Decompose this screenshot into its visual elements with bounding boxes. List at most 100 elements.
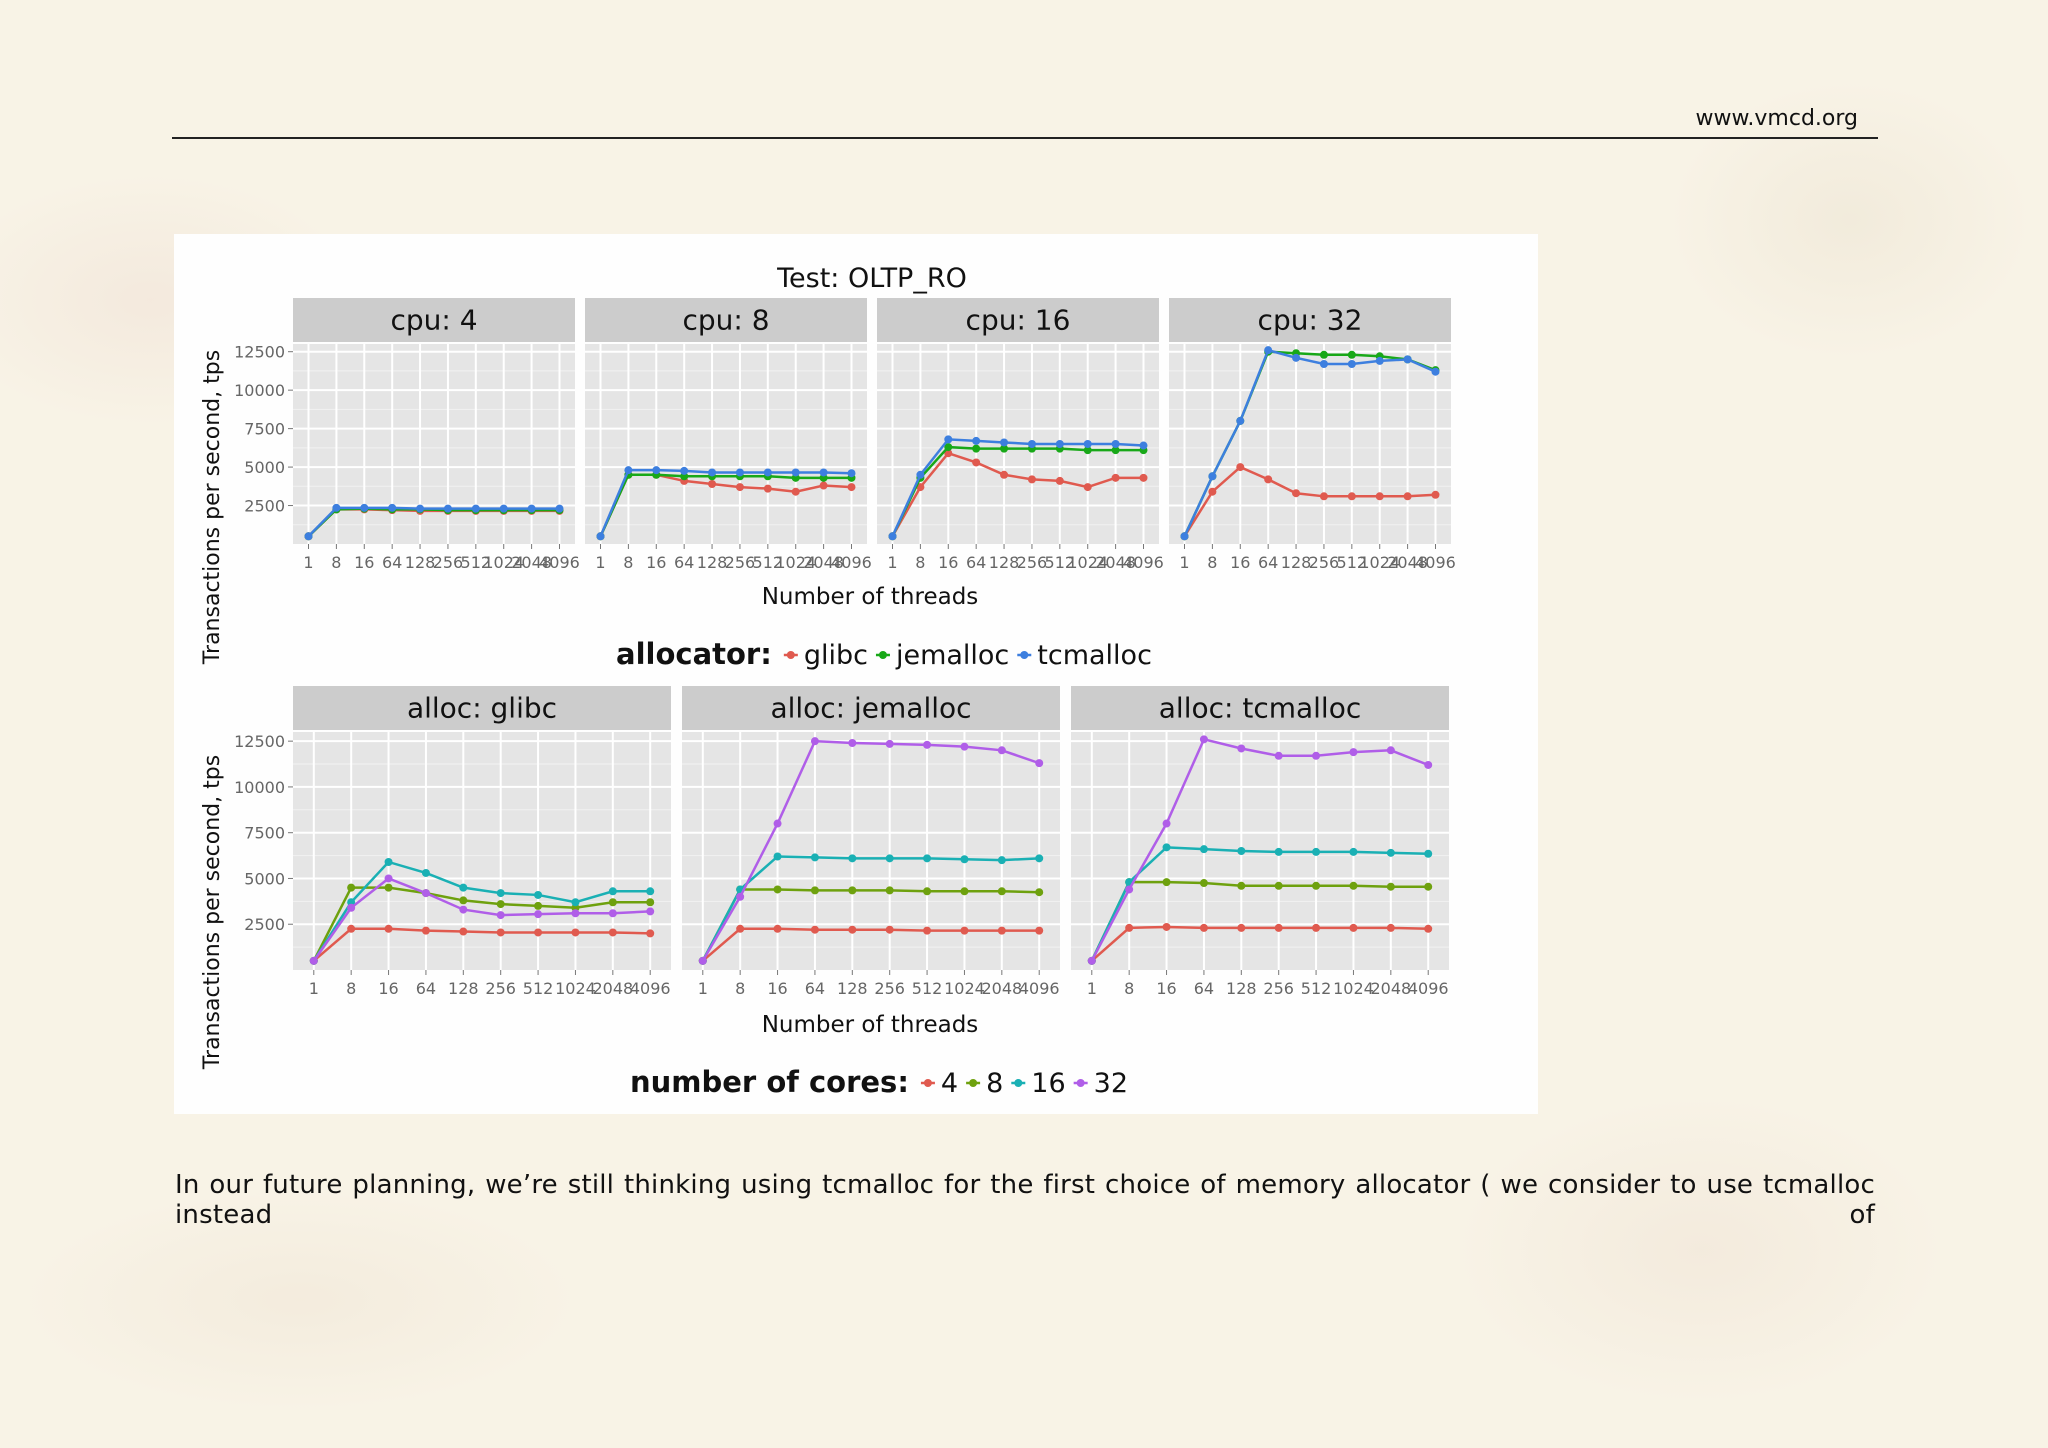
- data-point-glibc: [1431, 490, 1440, 499]
- figure-title: Test: OLTP_RO: [776, 263, 967, 294]
- data-point-glibc: [763, 484, 772, 493]
- data-point-4: [1424, 924, 1433, 933]
- x-tick-label: 8: [735, 979, 745, 998]
- data-point-8: [347, 883, 356, 892]
- x-tick-label: 64: [416, 979, 436, 998]
- data-point-16: [810, 853, 819, 862]
- data-point-16: [1274, 847, 1283, 856]
- series-line-16: [1090, 846, 1429, 962]
- x-tick-label: 2048: [803, 553, 844, 572]
- data-point-tcmalloc: [388, 503, 397, 512]
- series-line-tcmalloc: [307, 506, 560, 538]
- data-point-jemalloc: [1319, 350, 1328, 359]
- data-point-glibc: [1292, 489, 1301, 498]
- data-point-32: [885, 739, 894, 748]
- x-tick-label: 2048: [511, 553, 552, 572]
- legend-key-point: [1014, 1079, 1023, 1087]
- data-point-glibc: [944, 449, 953, 458]
- x-tick-label: 128: [448, 979, 479, 998]
- data-point-16: [1162, 843, 1171, 852]
- data-point-32: [1237, 744, 1246, 753]
- x-tick-label: 1024: [944, 979, 985, 998]
- data-point-32: [1087, 956, 1096, 965]
- data-point-16: [1199, 845, 1208, 854]
- y-tick-label: 5000: [244, 458, 285, 477]
- y-tick-label: 12500: [234, 343, 285, 362]
- data-point-32: [571, 909, 580, 918]
- data-point-8: [1035, 888, 1044, 897]
- data-point-32: [1274, 751, 1283, 760]
- facet-strip: [1169, 298, 1451, 342]
- y-tick-label: 10000: [234, 778, 285, 797]
- data-point-16: [384, 857, 393, 866]
- x-tick-label: 64: [674, 553, 694, 572]
- legend-key-point: [878, 651, 887, 659]
- x-tick-label: 128: [837, 979, 868, 998]
- data-point-8: [960, 887, 969, 896]
- series-line-4: [312, 927, 651, 962]
- top-facet-row: cpu: 41 8 16 64 1282565121024204840962500500…: [234, 298, 1456, 572]
- y-tick-label: 5000: [244, 869, 285, 888]
- data-point-16: [1035, 854, 1044, 863]
- x-tick-label: 16: [938, 553, 958, 572]
- x-tick-label: 512: [753, 553, 784, 572]
- data-point-tcmalloc: [1236, 416, 1245, 425]
- data-point-8: [646, 898, 655, 907]
- facet-strip: [682, 686, 1060, 730]
- series-line-8: [1090, 880, 1429, 962]
- x-tick-label: 512: [912, 979, 943, 998]
- x-tick-label: 8: [331, 553, 341, 572]
- data-point-8: [1162, 878, 1171, 887]
- data-point-jemalloc: [1347, 350, 1356, 359]
- x-tick-label: 1: [309, 979, 319, 998]
- series-line-32: [1090, 737, 1429, 962]
- x-tick-label: 2048: [1387, 553, 1428, 572]
- x-tick-label: 128: [1281, 553, 1312, 572]
- x-tick-label: 8: [623, 553, 633, 572]
- data-point-jemalloc: [1111, 446, 1120, 455]
- facet-strip: [877, 298, 1159, 342]
- data-point-8: [384, 883, 393, 892]
- data-point-4: [1035, 926, 1044, 935]
- data-point-4: [1162, 922, 1171, 931]
- x-tick-label: 1: [887, 553, 897, 572]
- legend-item-label: glibc: [804, 640, 868, 671]
- data-point-16: [923, 854, 932, 863]
- legend-item-label: 4: [941, 1068, 958, 1099]
- facet-strip: [293, 686, 671, 730]
- x-tick-label: 64: [1194, 979, 1214, 998]
- series-line-jemalloc: [599, 473, 852, 537]
- data-point-8: [1274, 881, 1283, 890]
- top-x-axis-label: Number of threads: [762, 584, 979, 610]
- data-point-16: [421, 868, 430, 877]
- x-tick-label: 1024: [555, 979, 596, 998]
- panel-background: [585, 344, 867, 544]
- x-tick-label: 8: [915, 553, 925, 572]
- x-tick-label: 4096: [630, 979, 671, 998]
- x-tick-label: 4096: [539, 553, 580, 572]
- data-point-4: [534, 928, 543, 937]
- data-point-4: [997, 926, 1006, 935]
- data-point-8: [1349, 881, 1358, 890]
- x-tick-label: 512: [1301, 979, 1332, 998]
- x-tick-label: 64: [966, 553, 986, 572]
- x-tick-label: 512: [1045, 553, 1076, 572]
- series-line-tcmalloc: [891, 438, 1144, 537]
- series-line-glibc: [891, 451, 1144, 537]
- data-point-4: [736, 924, 745, 933]
- data-point-tcmalloc: [1319, 360, 1328, 368]
- site-url[interactable]: www.vmcd.org: [1695, 106, 1858, 131]
- facet-strip-label: cpu: 8: [682, 304, 769, 337]
- facet-strip-label: cpu: 32: [1258, 304, 1363, 337]
- data-point-16: [459, 883, 468, 892]
- benchmark-figure: Test: OLTP_RO cpu: 4 1 8 16 64 128 256 512 1024 2…: [174, 234, 1538, 1114]
- data-point-tcmalloc: [499, 504, 508, 513]
- x-tick-label: 1: [303, 553, 313, 572]
- data-point-32: [534, 910, 543, 919]
- data-point-4: [347, 924, 356, 933]
- data-point-32: [384, 874, 393, 883]
- x-tick-label: 8: [1207, 553, 1217, 572]
- data-point-32: [1199, 735, 1208, 744]
